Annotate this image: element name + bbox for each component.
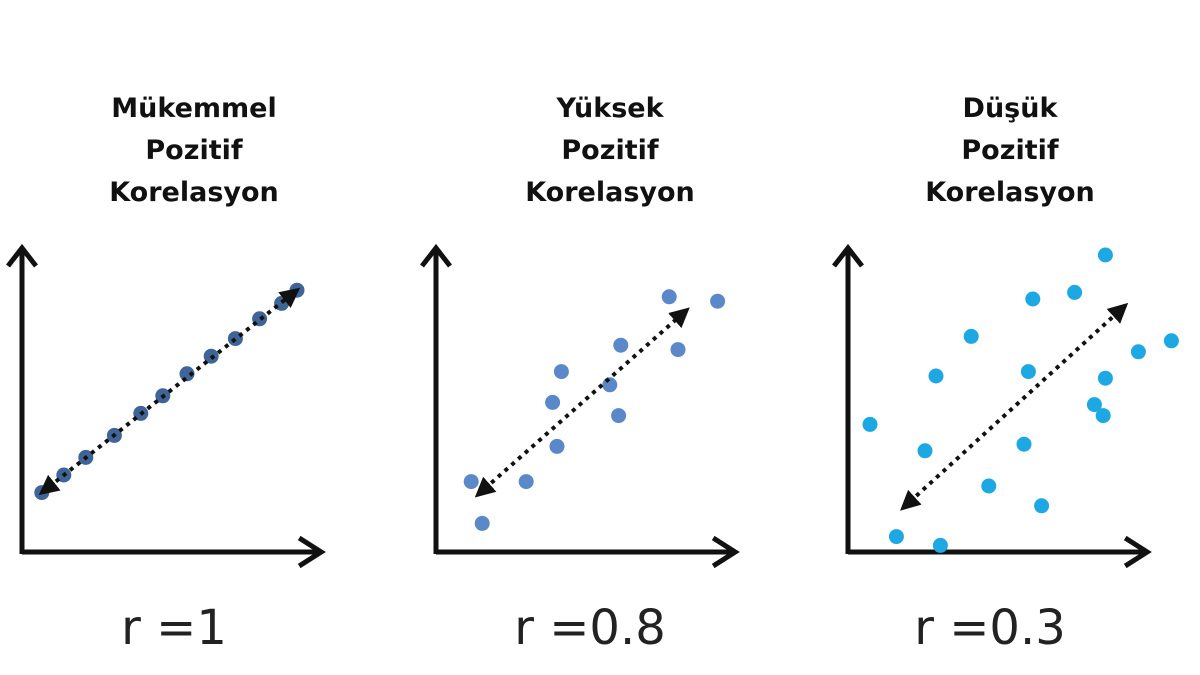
r-value: r =1 bbox=[121, 600, 227, 656]
data-point bbox=[1020, 364, 1036, 380]
data-point bbox=[1016, 436, 1032, 452]
title-line: Mükemmel bbox=[111, 93, 277, 124]
scatter-plot bbox=[832, 243, 1179, 569]
data-point bbox=[549, 438, 565, 454]
data-point bbox=[518, 474, 534, 490]
x-axis-arrow-icon bbox=[297, 535, 326, 569]
title-line: Pozitif bbox=[961, 135, 1059, 166]
trend-arrow bbox=[474, 307, 690, 498]
y-axis-arrow-icon bbox=[832, 243, 864, 268]
data-point bbox=[1095, 408, 1111, 424]
data-point bbox=[862, 416, 878, 432]
title-line: Korelasyon bbox=[525, 177, 695, 208]
title-line: Pozitif bbox=[145, 135, 243, 166]
y-axis-arrow-icon bbox=[420, 243, 452, 268]
panel-title: Düşük Pozitif Korelasyon bbox=[810, 88, 1200, 214]
panel-title: Yüksek Pozitif Korelasyon bbox=[410, 88, 810, 214]
data-point bbox=[1097, 370, 1113, 386]
r-value: r =0.8 bbox=[514, 600, 666, 656]
panel-low: Düşük Pozitif Korelasyon r =0.3 bbox=[800, 0, 1200, 675]
title-line: Pozitif bbox=[561, 135, 659, 166]
data-point bbox=[670, 342, 686, 358]
data-point bbox=[981, 478, 997, 494]
x-axis-arrow-icon bbox=[1123, 535, 1152, 569]
scatter-plot bbox=[6, 243, 326, 569]
title-line: Düşük bbox=[962, 93, 1058, 124]
x-axis-arrow-icon bbox=[711, 535, 740, 569]
panel-high: Yüksek Pozitif Korelasyon r =0.8 bbox=[400, 0, 800, 675]
data-point bbox=[1034, 498, 1050, 514]
data-point bbox=[611, 408, 627, 424]
data-point bbox=[1097, 247, 1113, 263]
panel-title: Mükemmel Pozitif Korelasyon bbox=[0, 88, 394, 214]
data-point bbox=[928, 368, 944, 384]
title-line: Korelasyon bbox=[109, 177, 279, 208]
data-point bbox=[917, 443, 933, 459]
title-line: Korelasyon bbox=[925, 177, 1095, 208]
data-point bbox=[932, 537, 948, 553]
data-point bbox=[1067, 284, 1083, 300]
data-point bbox=[1163, 333, 1179, 349]
panel-perfect: Mükemmel Pozitif Korelasyon r =1 bbox=[0, 0, 400, 675]
data-point bbox=[888, 529, 904, 545]
y-axis-arrow-icon bbox=[6, 243, 38, 268]
scatter-plot bbox=[420, 243, 740, 569]
data-point bbox=[463, 474, 479, 490]
data-point bbox=[613, 337, 629, 353]
data-point bbox=[1025, 291, 1041, 307]
data-point bbox=[1130, 344, 1146, 360]
trend-arrow bbox=[38, 287, 301, 496]
data-point bbox=[963, 328, 979, 344]
data-point bbox=[661, 289, 677, 305]
data-point bbox=[602, 377, 618, 393]
data-point bbox=[474, 515, 490, 531]
data-point bbox=[545, 394, 561, 410]
data-point bbox=[710, 293, 726, 309]
title-line: Yüksek bbox=[556, 93, 664, 124]
data-point bbox=[553, 364, 569, 380]
r-value: r =0.3 bbox=[914, 600, 1066, 656]
